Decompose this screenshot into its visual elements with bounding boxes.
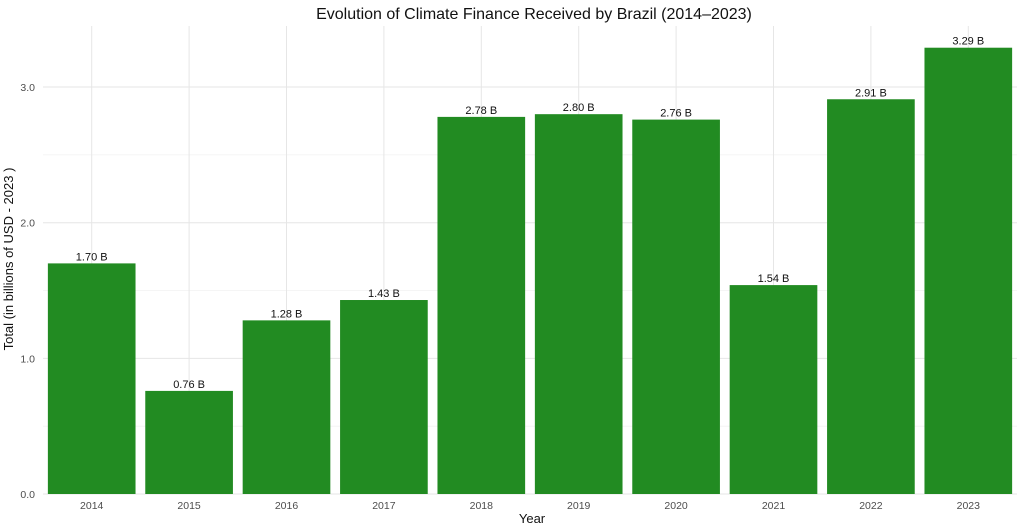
data-labels-group: 1.70 B 0.76 B 1.28 B 1.43 B 2.78 B 2.80 B 2.76… xyxy=(76,36,984,391)
bar xyxy=(729,285,818,494)
x-tick-label: 2017 xyxy=(372,500,396,512)
x-tick-label: 2019 xyxy=(567,500,591,512)
bars-group xyxy=(47,47,1013,495)
data-label: 1.70 B xyxy=(76,251,108,263)
bar xyxy=(924,47,1013,495)
y-tick-label: 0.0 xyxy=(20,489,35,501)
bar xyxy=(242,320,331,494)
data-label: 2.76 B xyxy=(660,108,692,120)
x-axis-ticks: 2014 2015 2016 2017 2018 2019 2020 2021 2022 2023 xyxy=(80,500,980,512)
y-axis-ticks: 0.0 1.0 2.0 3.0 xyxy=(20,82,35,501)
x-axis-title: Year xyxy=(519,511,546,526)
x-tick-label: 2014 xyxy=(80,500,104,512)
x-tick-label: 2022 xyxy=(859,500,883,512)
x-tick-label: 2023 xyxy=(957,500,981,512)
bar xyxy=(340,300,428,494)
bar xyxy=(145,390,233,494)
y-axis-title: Total (in billions of USD - 2023 ) xyxy=(1,168,16,351)
bar xyxy=(534,114,623,494)
bar xyxy=(437,116,526,494)
bar xyxy=(47,263,136,494)
data-label: 1.43 B xyxy=(368,288,400,300)
x-tick-label: 2018 xyxy=(470,500,494,512)
y-tick-label: 3.0 xyxy=(20,82,35,94)
x-tick-label: 2016 xyxy=(275,500,299,512)
x-tick-label: 2015 xyxy=(177,500,201,512)
y-tick-label: 1.0 xyxy=(20,353,35,365)
x-tick-label: 2021 xyxy=(762,500,786,512)
x-tick-label: 2020 xyxy=(664,500,688,512)
data-label: 3.29 B xyxy=(952,36,984,48)
data-label: 1.54 B xyxy=(758,273,790,285)
data-label: 0.76 B xyxy=(173,379,205,391)
data-label: 2.78 B xyxy=(465,105,497,117)
bar xyxy=(827,99,915,495)
data-label: 2.91 B xyxy=(855,87,887,99)
bar xyxy=(632,119,720,494)
data-label: 1.28 B xyxy=(271,308,303,320)
data-label: 2.80 B xyxy=(563,102,595,114)
y-tick-label: 2.0 xyxy=(20,218,35,230)
chart-title: Evolution of Climate Finance Received by… xyxy=(316,6,752,23)
